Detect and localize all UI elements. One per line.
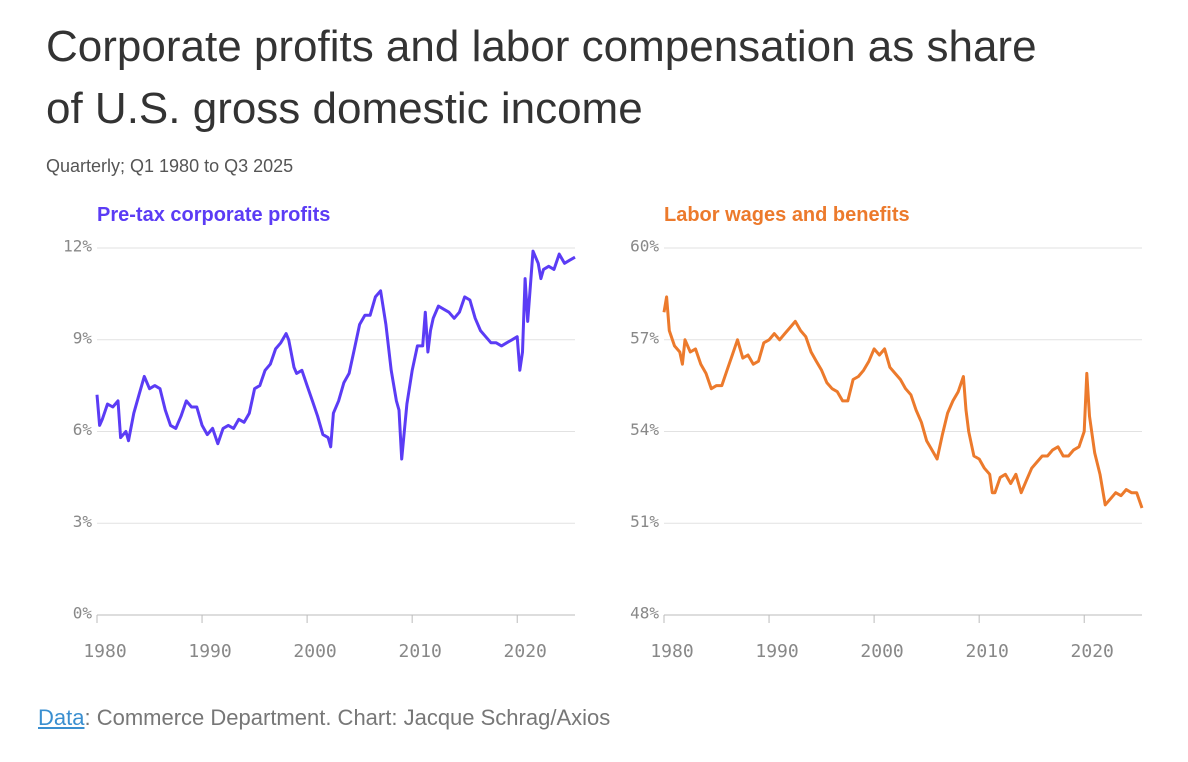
y-tick-label: 48% [630,604,659,623]
legend-label: Labor wages and benefits [664,204,910,226]
x-tick-label: 2000 [860,641,903,662]
x-tick-label: 2020 [504,641,547,662]
y-tick-label: 12% [63,237,92,256]
x-tick-label: 1980 [650,641,693,662]
title: Corporate profits and labor compensation… [46,22,1037,133]
x-tick-label: 2010 [965,641,1008,662]
y-tick-label: 3% [73,512,93,531]
source-link[interactable]: Data [38,705,85,730]
y-tick-label: 60% [630,237,659,256]
x-tick-label: 2000 [293,641,336,662]
y-tick-label: 54% [630,420,659,439]
y-tick-label: 0% [73,604,93,623]
charts: 0% 3% 6% 9% 12% 1980 1990 2000 2010 2020 Pre-tax c… [63,204,1144,662]
source-text: : Commerce Department. Chart: Jacque Sch… [84,705,611,730]
y-tick-label: 9% [73,328,93,347]
subtitle: Quarterly; Q1 1980 to Q3 2025 [46,156,294,176]
y-tick-label: 51% [630,512,659,531]
x-tick-label: 2020 [1071,641,1114,662]
y-tick-label: 6% [73,420,93,439]
x-tick-label: 2010 [398,641,441,662]
series-line [95,249,576,461]
source: Data: Commerce Department. Chart: Jacque… [38,705,610,731]
x-tick-label: 1990 [755,641,798,662]
y-tick-label: 57% [630,328,659,347]
x-tick-label: 1980 [83,641,126,662]
series-line [662,295,1144,509]
legend-label: Pre-tax corporate profits [97,204,330,226]
x-tick-label: 1990 [188,641,231,662]
